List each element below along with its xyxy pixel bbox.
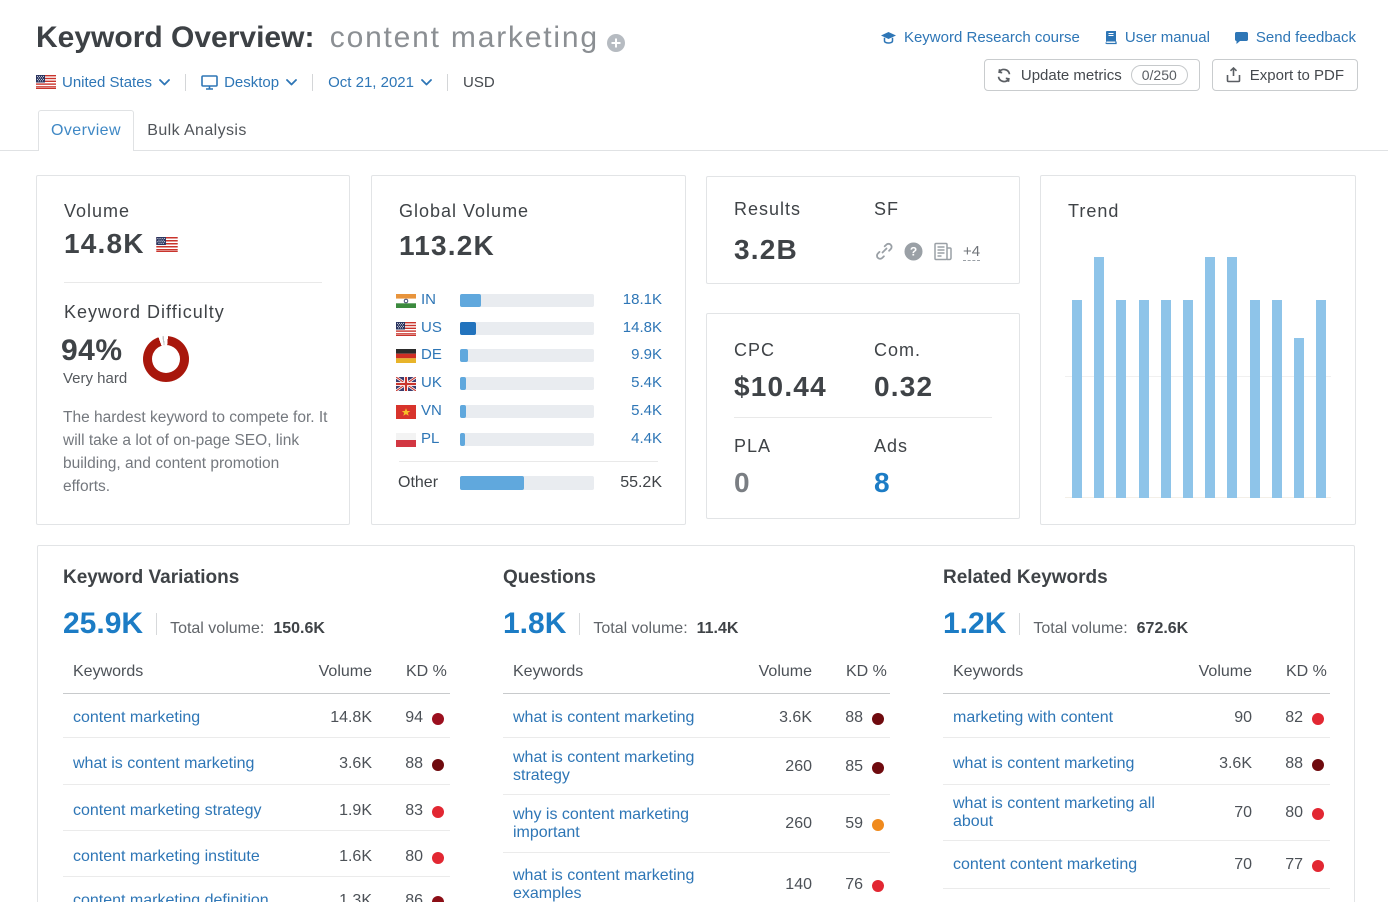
svg-text:?: ?	[910, 245, 917, 259]
